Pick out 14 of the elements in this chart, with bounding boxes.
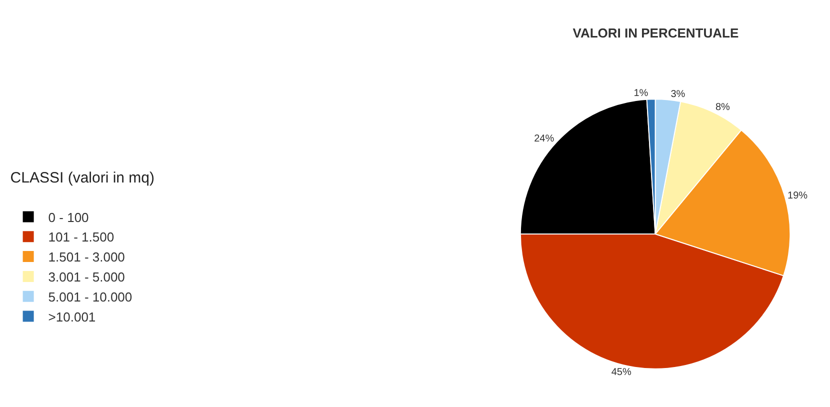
legend-label: >10.001 xyxy=(48,309,96,324)
legend-label: 5.001 - 10.000 xyxy=(48,289,132,304)
data-label: 24% xyxy=(534,134,554,145)
legend-label: 3.001 - 5.000 xyxy=(48,270,125,285)
data-label: 8% xyxy=(715,102,730,113)
data-label: 3% xyxy=(670,88,686,100)
chart-title: VALORI IN PERCENTUALE xyxy=(572,26,739,41)
legend-label: 101 - 1.500 xyxy=(48,230,114,245)
data-label: 1% xyxy=(634,88,648,100)
legend-title: CLASSI (valori in mq) xyxy=(10,169,155,186)
data-label: 45% xyxy=(611,367,632,378)
legend-label: 1.501 - 3.000 xyxy=(48,250,125,265)
legend-label: 0 - 100 xyxy=(48,210,89,225)
data-label: 19% xyxy=(788,190,808,202)
